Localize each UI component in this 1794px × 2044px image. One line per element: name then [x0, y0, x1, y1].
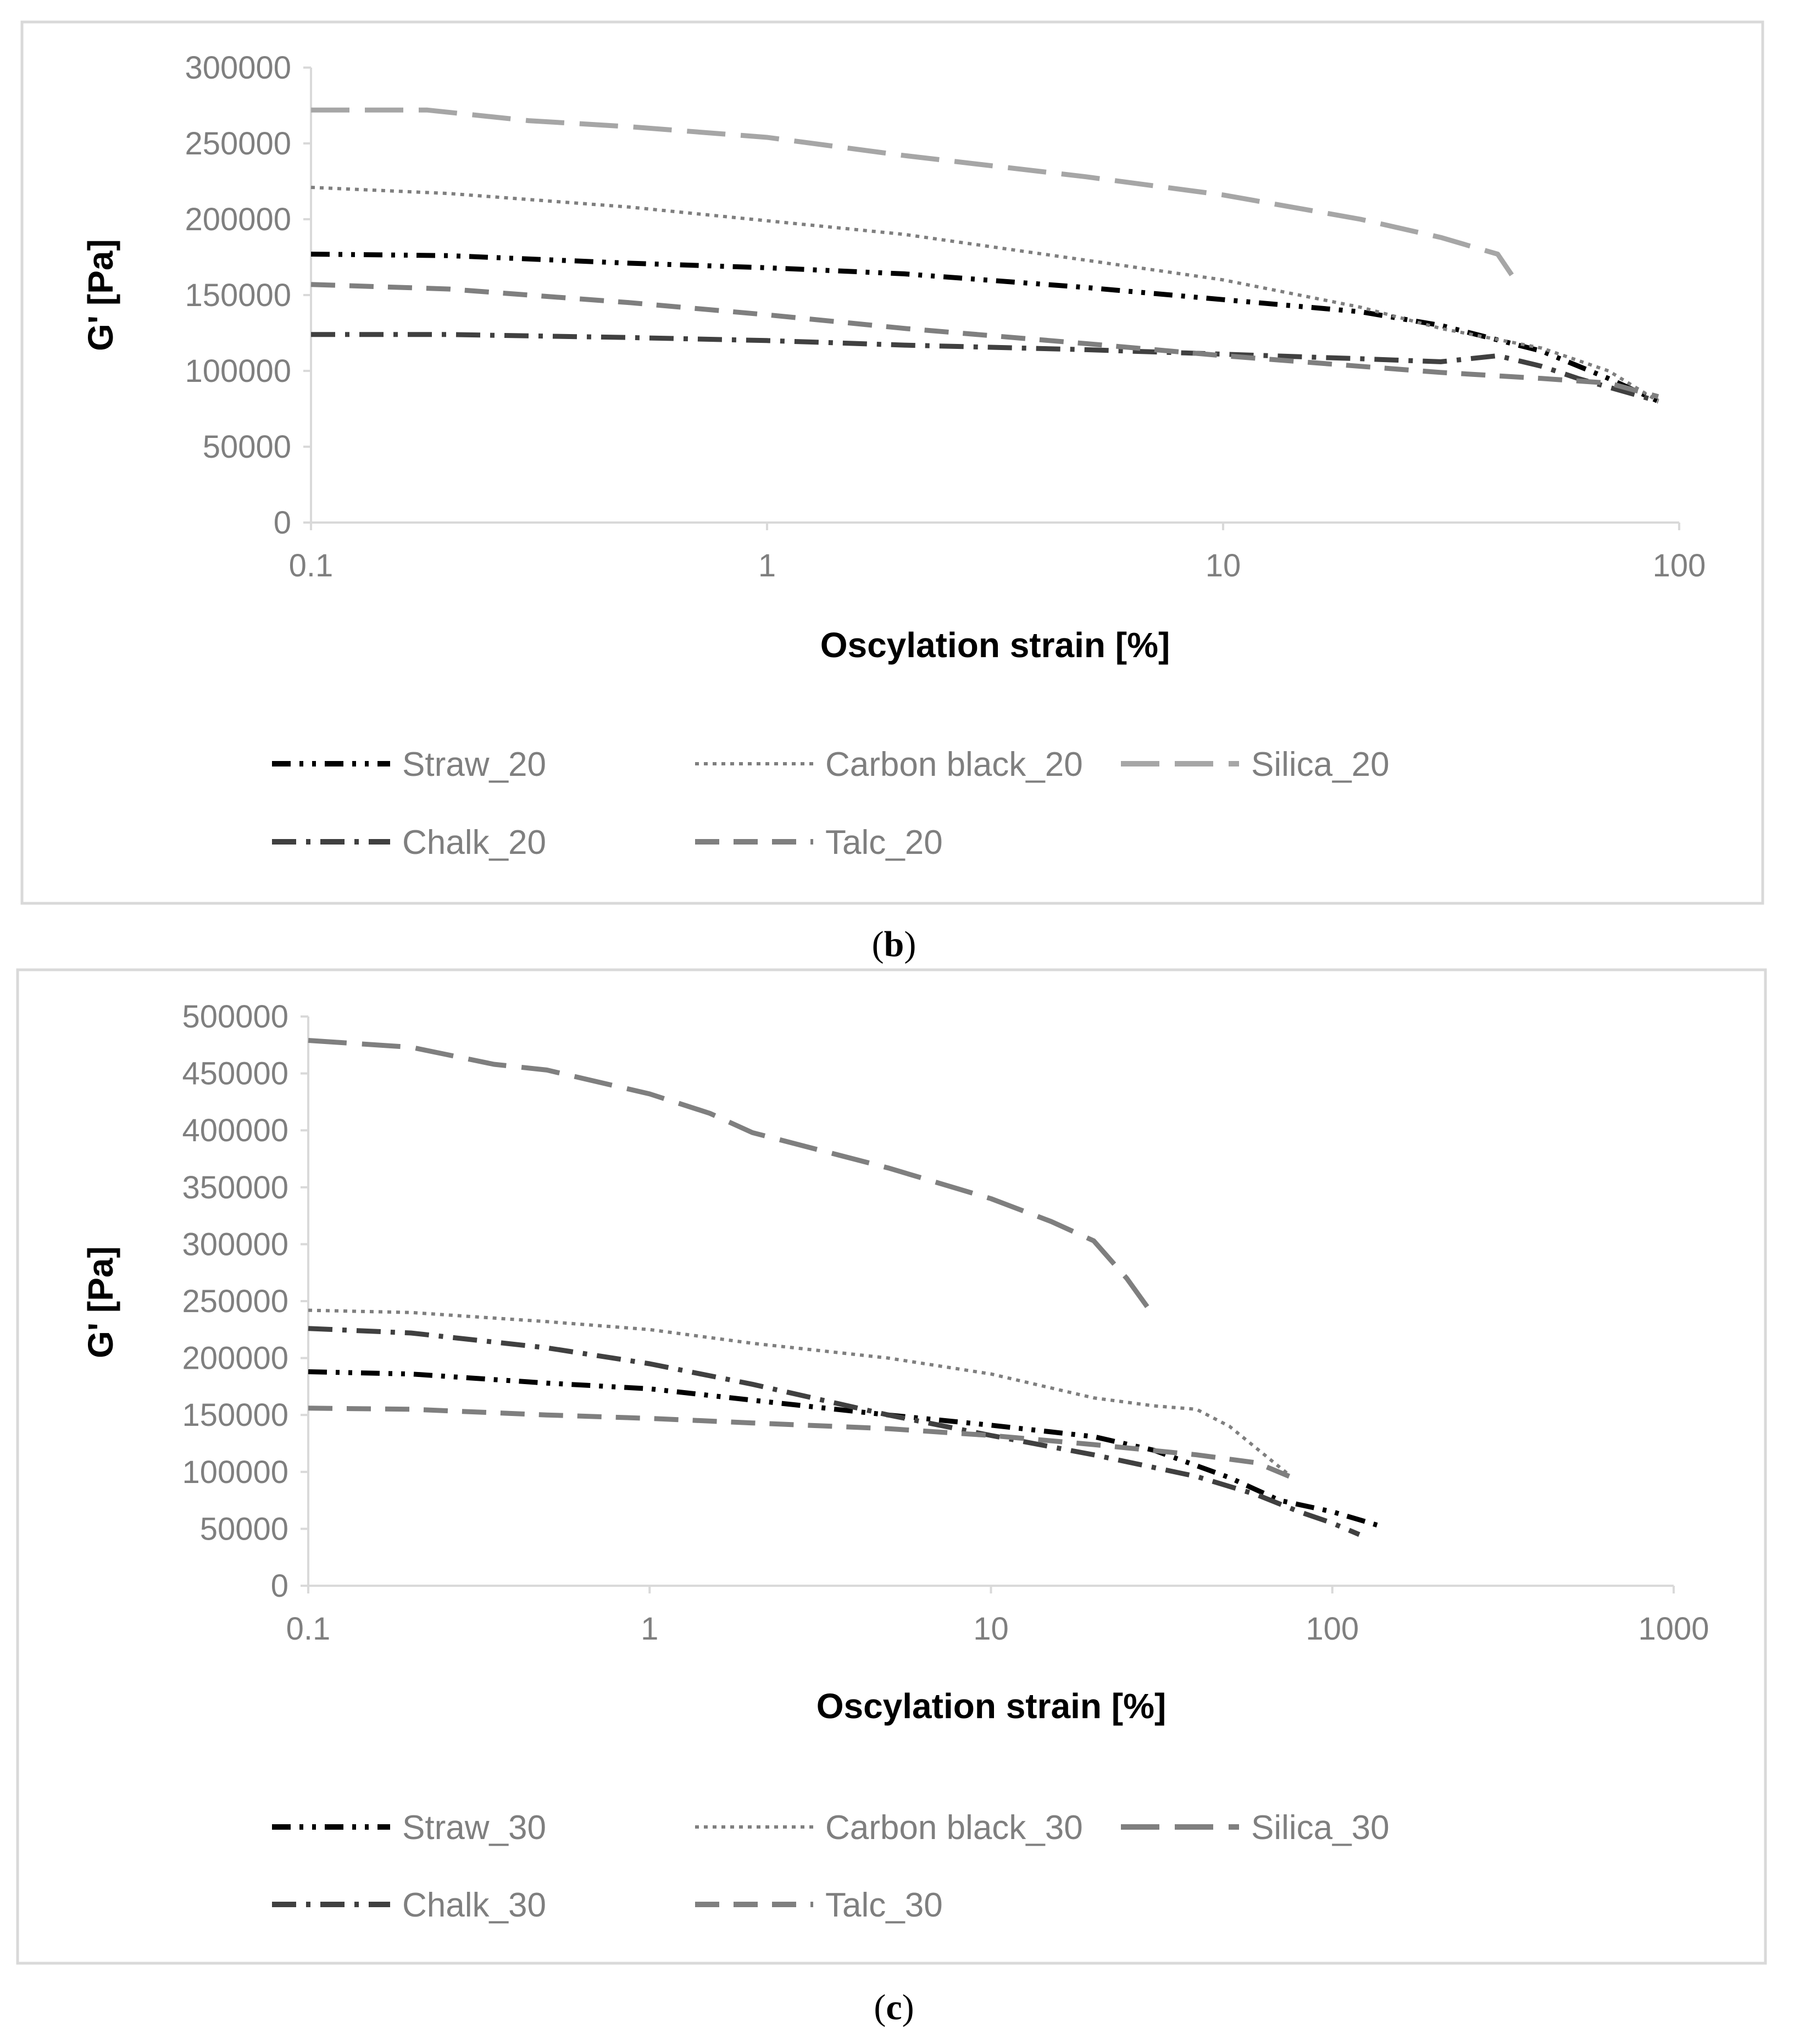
x-tick-label-b: 1 — [758, 548, 776, 584]
x-tick-label-c: 100 — [1306, 1611, 1359, 1647]
x-axis-title-c: Oscylation strain [%] — [817, 1686, 1167, 1726]
y-tick-label-b: 200000 — [185, 202, 291, 237]
chart-frame-c — [16, 968, 1767, 1965]
y-tick-label-b: 0 — [274, 505, 291, 541]
y-tick-label-c: 150000 — [182, 1397, 288, 1433]
y-tick-label-b: 300000 — [185, 50, 291, 86]
legend-label-carbon-black_20: Carbon black_20 — [825, 746, 1083, 784]
legend-label-chalk_30: Chalk_30 — [402, 1886, 546, 1924]
x-tick-label-c: 1 — [641, 1611, 658, 1647]
y-tick-label-b: 100000 — [185, 353, 291, 389]
y-tick-label-c: 100000 — [182, 1454, 288, 1490]
series-line-chalk_30 — [308, 1326, 1360, 1537]
y-tick-label-c: 400000 — [182, 1113, 288, 1148]
y-tick-label-c: 350000 — [182, 1170, 288, 1206]
series-line-straw_20 — [310, 252, 1659, 404]
y-tick-label-b: 250000 — [185, 126, 291, 162]
legend-label-straw_30: Straw_30 — [402, 1809, 546, 1847]
legend-label-silica_30: Silica_30 — [1251, 1809, 1390, 1847]
legend-label-chalk_20: Chalk_20 — [402, 824, 546, 862]
series-line-talc_20 — [310, 282, 1659, 399]
series-line-silica_20 — [311, 107, 1514, 277]
series-line-silica_30 — [308, 1038, 1156, 1318]
series-line-talc_30 — [308, 1406, 1291, 1479]
y-tick-label-c: 500000 — [182, 999, 288, 1035]
chart-panel-c: 0 50000 100000 150000 200000 250000 300000 3500… — [16, 968, 1767, 2028]
y-tick-label-c: 250000 — [182, 1284, 288, 1319]
panel-caption-b: (b) — [872, 924, 917, 964]
x-tick-label-c: 0.1 — [286, 1611, 331, 1647]
y-tick-label-c: 50000 — [200, 1511, 288, 1547]
y-tick-label-c: 450000 — [182, 1056, 288, 1092]
y-axis-title-c: G' [Pa] — [81, 1246, 120, 1358]
y-tick-label-c: 300000 — [182, 1226, 288, 1262]
x-tick-label-b: 100 — [1653, 548, 1706, 584]
legend-label-silica_20: Silica_20 — [1251, 746, 1390, 784]
legend-label-talc_30: Talc_30 — [825, 1886, 943, 1924]
x-axis-title-b: Oscylation strain [%] — [820, 625, 1170, 665]
panel-caption-c: (c) — [874, 1987, 914, 2028]
chart-frame-b — [20, 20, 1764, 905]
y-axis-title-b: G' [Pa] — [81, 239, 120, 351]
y-tick-label-c: 0 — [271, 1568, 288, 1604]
legend-label-carbon-black_30: Carbon black_30 — [825, 1809, 1083, 1847]
x-tick-label-b: 10 — [1206, 548, 1241, 584]
y-tick-label-b: 50000 — [203, 429, 291, 465]
legend-label-talc_20: Talc_20 — [825, 824, 943, 862]
series-line-chalk_20 — [311, 332, 1659, 404]
series-line-carbon-black_30 — [308, 1308, 1291, 1477]
legend-label-straw_20: Straw_20 — [402, 746, 546, 784]
y-tick-label-b: 150000 — [185, 277, 291, 313]
series-line-straw_30 — [308, 1369, 1383, 1529]
x-tick-label-b: 0.1 — [289, 548, 334, 584]
y-tick-label-c: 200000 — [182, 1341, 288, 1376]
x-tick-label-c: 1000 — [1638, 1611, 1709, 1647]
chart-panel-b: 0 50000 100000 150000 200000 250000 300000 0.1 1… — [20, 20, 1764, 964]
x-tick-label-c: 10 — [973, 1611, 1009, 1647]
